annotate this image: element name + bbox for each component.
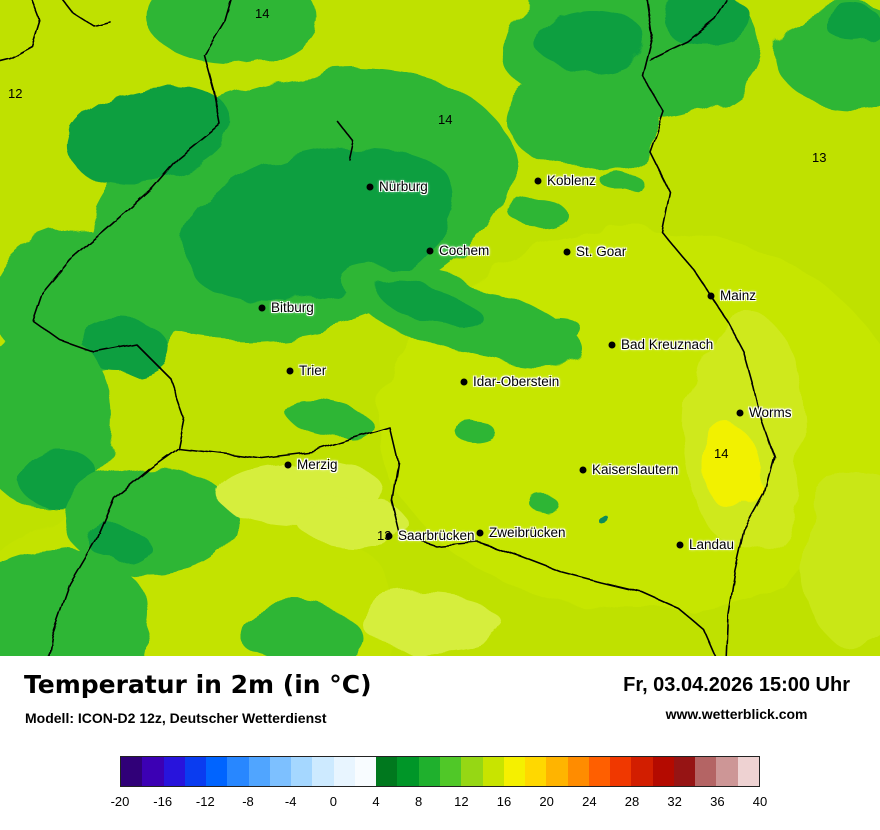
legend-color-segment xyxy=(461,757,483,786)
city-label: Kaiserslautern xyxy=(592,462,679,477)
map-area: 14 12 14 13 14 13 Nürburg Koblenz Cochem St. Goa… xyxy=(0,0,880,656)
legend-color-segment xyxy=(206,757,228,786)
legend-color-segment xyxy=(631,757,653,786)
city-label: Merzig xyxy=(297,457,338,472)
temperature-field-blobs xyxy=(0,0,880,656)
legend-color-segment xyxy=(673,757,696,786)
legend-tick-label: -4 xyxy=(284,794,297,809)
legend-color-bar xyxy=(120,756,760,787)
legend-tick-label: 8 xyxy=(415,794,423,809)
city-dot-icon xyxy=(736,409,744,417)
legend-color-segment xyxy=(291,757,313,786)
legend-color-segment xyxy=(567,757,589,786)
city-label: Zweibrücken xyxy=(489,525,566,540)
legend-color-segment xyxy=(610,757,632,786)
legend-color-segment xyxy=(652,757,674,786)
city-label: Worms xyxy=(749,405,792,420)
city-dot-icon xyxy=(534,177,542,185)
city-label: Bitburg xyxy=(271,300,314,315)
footer: Temperatur in 2m (in °C) Modell: ICON-D2… xyxy=(0,656,880,830)
city-dot-icon xyxy=(426,247,434,255)
legend-color-segment xyxy=(269,757,292,786)
city-dot-icon xyxy=(385,532,393,540)
temperature-legend: -20 -16 -12 -8 -4 0 4 8 12 16 20 24 28 32 36 40 xyxy=(111,756,768,816)
city-label: Idar-Oberstein xyxy=(473,374,560,389)
legend-color-segment xyxy=(439,757,462,786)
model-info: Modell: ICON-D2 12z, Deutscher Wetterdie… xyxy=(25,710,327,726)
city-label: Nürburg xyxy=(379,179,428,194)
legend-color-segment xyxy=(482,757,504,786)
legend-color-segment xyxy=(312,757,334,786)
city-label: St. Goar xyxy=(576,244,627,259)
city-label: Mainz xyxy=(720,288,757,303)
legend-color-segment xyxy=(503,757,526,786)
legend-tick-label: -20 xyxy=(110,794,130,809)
legend-tick-label: 32 xyxy=(667,794,682,809)
legend-tick-label: 24 xyxy=(582,794,597,809)
city-dot-icon xyxy=(366,183,374,191)
legend-color-segment xyxy=(546,757,568,786)
city-dot-icon xyxy=(460,378,468,386)
city-label: Cochem xyxy=(439,243,490,258)
border-lines xyxy=(0,0,775,656)
legend-tick-label: -16 xyxy=(153,794,173,809)
forecast-datetime: Fr, 03.04.2026 15:00 Uhr xyxy=(623,674,850,696)
legend-color-segment xyxy=(376,757,398,786)
legend-color-segment xyxy=(163,757,185,786)
legend-color-segment xyxy=(354,757,377,786)
legend-color-segment xyxy=(695,757,717,786)
city-label: Koblenz xyxy=(547,173,596,188)
legend-color-segment xyxy=(121,757,143,786)
legend-tick-labels: -20 -16 -12 -8 -4 0 4 8 12 16 20 24 28 32 36 40 xyxy=(111,794,768,812)
map-temp-value: 14 xyxy=(255,6,270,21)
city-dot-icon xyxy=(286,367,294,375)
legend-color-segment xyxy=(588,757,611,786)
map-temp-value: 14 xyxy=(714,446,729,461)
city-dot-icon xyxy=(579,466,587,474)
legend-tick-label: -12 xyxy=(195,794,215,809)
legend-color-segment xyxy=(142,757,164,786)
legend-tick-label: 4 xyxy=(372,794,380,809)
legend-tick-label: 12 xyxy=(454,794,469,809)
city-dot-icon xyxy=(608,341,616,349)
city-dot-icon xyxy=(258,304,266,312)
legend-color-segment xyxy=(184,757,207,786)
legend-color-segment xyxy=(333,757,355,786)
legend-tick-label: 0 xyxy=(329,794,337,809)
city-label: Landau xyxy=(689,537,735,552)
legend-color-segment xyxy=(716,757,738,786)
map-temp-value: 12 xyxy=(8,86,23,101)
map-temp-value: 14 xyxy=(438,112,453,127)
legend-color-segment xyxy=(418,757,440,786)
legend-tick-label: 16 xyxy=(496,794,512,809)
city-label: Bad Kreuznach xyxy=(621,337,714,352)
legend-color-segment xyxy=(248,757,270,786)
city-dot-icon xyxy=(284,461,292,469)
legend-tick-label: -8 xyxy=(242,794,254,809)
legend-color-segment xyxy=(397,757,419,786)
legend-color-segment xyxy=(737,757,759,786)
city-dot-icon xyxy=(563,248,571,256)
legend-tick-label: 28 xyxy=(624,794,640,809)
legend-color-segment xyxy=(227,757,249,786)
city-label: Saarbrücken xyxy=(398,528,475,543)
legend-tick-label: 40 xyxy=(752,794,768,809)
city-dot-icon xyxy=(476,529,484,537)
city-dot-icon xyxy=(676,541,684,549)
legend-color-segment xyxy=(525,757,547,786)
legend-tick-label: 20 xyxy=(539,794,554,809)
datetime-block: Fr, 03.04.2026 15:00 Uhr www.wetterblick… xyxy=(623,674,850,722)
city-dot-icon xyxy=(707,292,715,300)
website-label: www.wetterblick.com xyxy=(665,706,808,722)
city-label: Trier xyxy=(299,363,327,378)
legend-tick-label: 36 xyxy=(710,794,725,809)
map-title: Temperatur in 2m (in °C) xyxy=(24,670,372,699)
map-canvas xyxy=(0,0,880,656)
map-temp-value: 13 xyxy=(812,150,827,165)
